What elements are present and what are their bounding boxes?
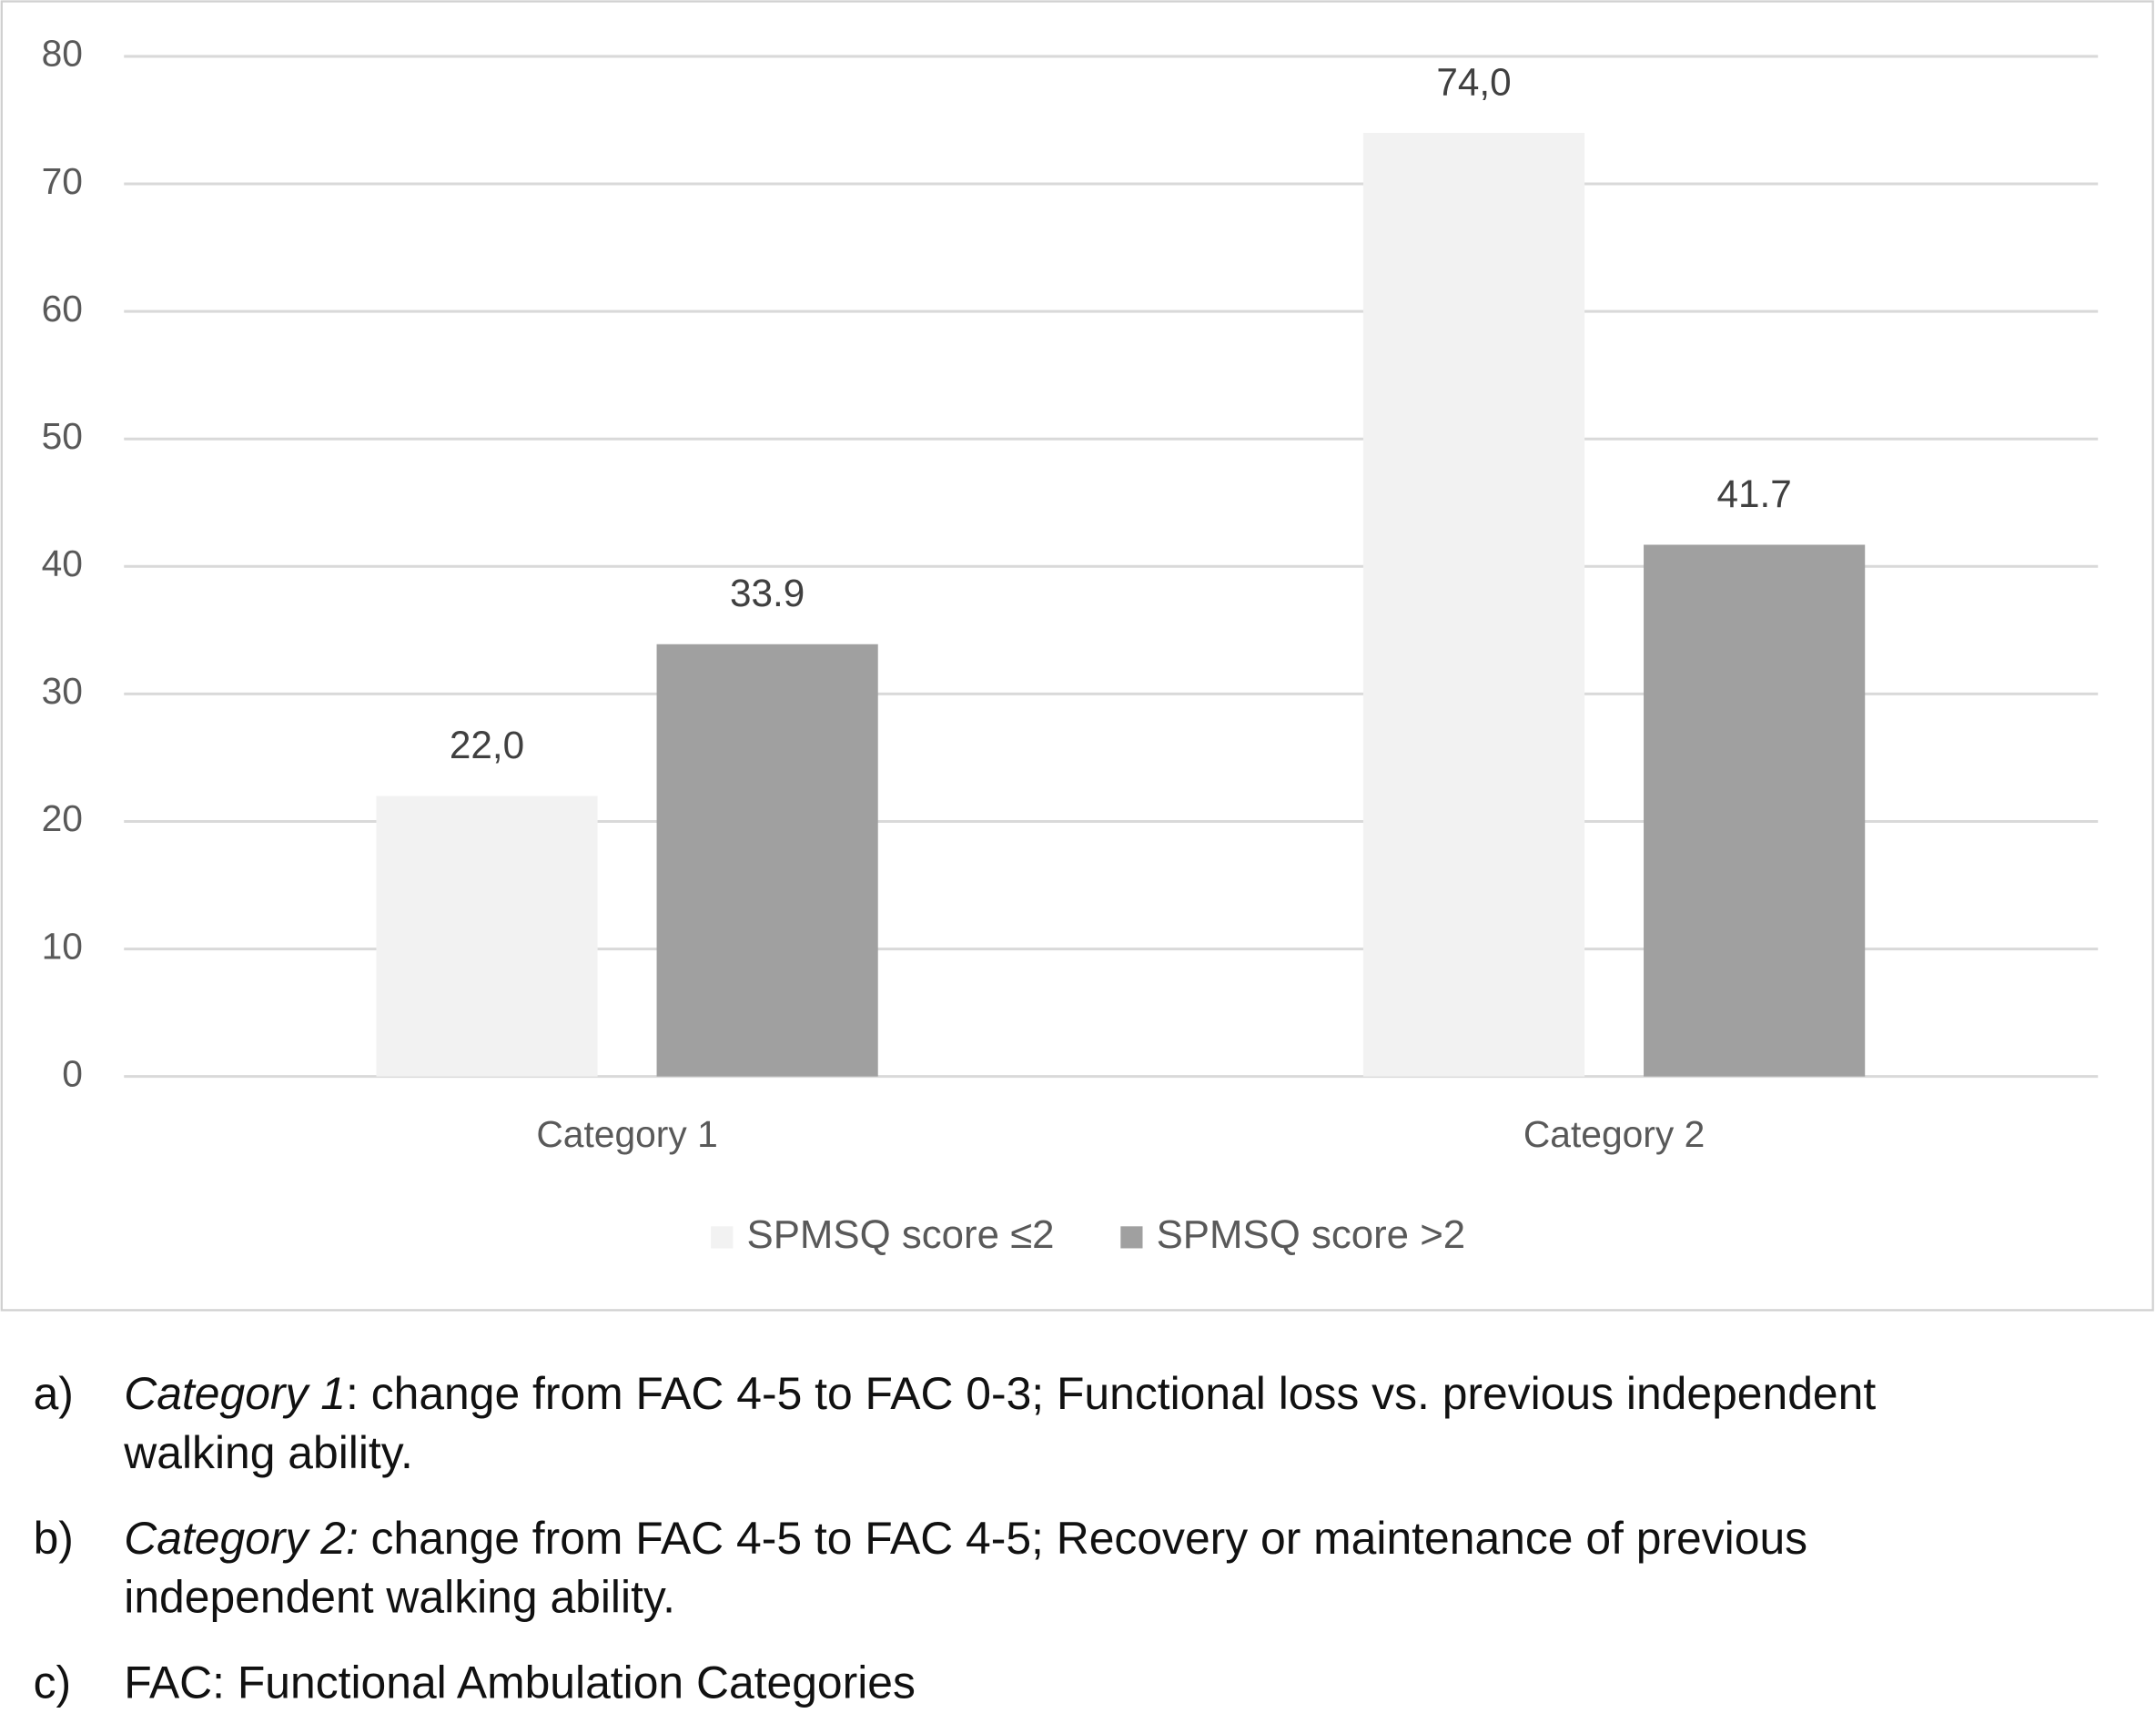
value-label: 41.7	[1716, 472, 1791, 515]
note-line: Category 1: change from FAC 4-5 to FAC 0…	[124, 1368, 1876, 1419]
y-tick-label: 20	[42, 797, 83, 839]
note-label: a)	[34, 1368, 74, 1419]
value-label: 33.9	[730, 572, 805, 614]
y-tick-label: 30	[42, 670, 83, 712]
note-term: Category 1	[124, 1368, 346, 1419]
note-term: Category 2:	[124, 1513, 359, 1564]
note-line: FAC: Functional Ambulation Categories	[124, 1657, 916, 1708]
bar	[1644, 544, 1866, 1077]
y-tick-label: 70	[42, 160, 83, 202]
note-text: FAC: Functional Ambulation Categories	[124, 1657, 916, 1708]
note-text: change from FAC 4-5 to FAC 4-5; Recovery…	[370, 1513, 1807, 1564]
note-line: walking ability.	[123, 1427, 413, 1478]
note-text: independent walking ability.	[124, 1572, 675, 1623]
legend-swatch	[711, 1226, 734, 1249]
y-tick-label: 80	[42, 33, 83, 75]
y-tick-label: 50	[42, 415, 83, 457]
y-tick-label: 10	[42, 925, 83, 967]
note-label: b)	[34, 1513, 74, 1564]
value-label: 22,0	[450, 724, 524, 766]
y-tick-label: 60	[42, 288, 83, 329]
legend-label: SPMSQ score >2	[1157, 1212, 1466, 1257]
note-line: independent walking ability.	[124, 1572, 675, 1623]
value-label: 74,0	[1436, 60, 1511, 103]
note-label: c)	[34, 1657, 72, 1708]
note-text: walking ability.	[123, 1427, 413, 1478]
note-text: : change from FAC 4-5 to FAC 0-3; Functi…	[346, 1368, 1876, 1419]
note-line: Category 2: change from FAC 4-5 to FAC 4-…	[124, 1513, 1807, 1564]
bar	[376, 796, 598, 1077]
y-tick-label: 40	[42, 542, 83, 584]
bar	[656, 644, 878, 1077]
y-tick-label: 0	[62, 1052, 83, 1094]
x-tick-label: Category 1	[536, 1113, 717, 1155]
bar	[1362, 132, 1585, 1077]
x-tick-label: Category 2	[1523, 1113, 1705, 1155]
legend-label: SPMSQ score ≤2	[746, 1212, 1054, 1257]
legend-swatch	[1120, 1226, 1143, 1249]
